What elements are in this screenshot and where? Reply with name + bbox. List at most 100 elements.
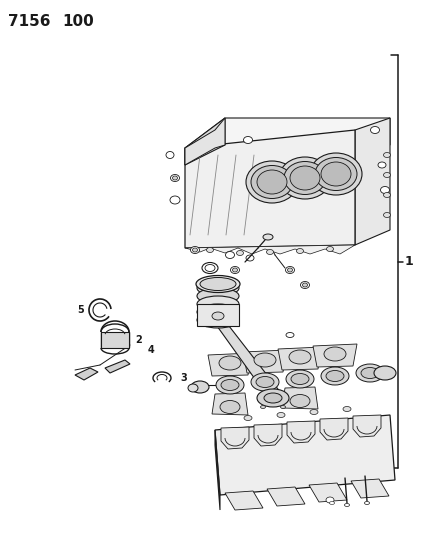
Text: 3: 3 [180, 373, 187, 383]
Ellipse shape [226, 252, 235, 259]
Ellipse shape [219, 356, 241, 370]
Polygon shape [254, 424, 282, 446]
Ellipse shape [343, 407, 351, 411]
Ellipse shape [279, 157, 331, 199]
Ellipse shape [310, 409, 318, 415]
Text: 1: 1 [405, 255, 414, 268]
Text: 2: 2 [135, 335, 142, 345]
Polygon shape [185, 245, 355, 254]
Polygon shape [185, 118, 390, 148]
Ellipse shape [246, 255, 254, 261]
Ellipse shape [315, 157, 357, 190]
Ellipse shape [244, 416, 252, 421]
Ellipse shape [326, 246, 333, 252]
Ellipse shape [188, 384, 198, 392]
Ellipse shape [236, 251, 244, 255]
Ellipse shape [263, 234, 273, 240]
Ellipse shape [381, 187, 390, 193]
Ellipse shape [212, 312, 224, 320]
Ellipse shape [291, 374, 309, 384]
Ellipse shape [286, 266, 294, 273]
Ellipse shape [254, 353, 276, 367]
Ellipse shape [264, 393, 282, 403]
Ellipse shape [166, 151, 174, 158]
Ellipse shape [289, 350, 311, 364]
Text: 7156: 7156 [8, 14, 51, 29]
Ellipse shape [378, 162, 386, 168]
Text: 100: 100 [62, 14, 94, 29]
Ellipse shape [310, 153, 362, 195]
Ellipse shape [356, 364, 384, 382]
Polygon shape [282, 387, 318, 409]
Ellipse shape [197, 296, 239, 312]
Polygon shape [215, 415, 395, 495]
Polygon shape [217, 326, 281, 393]
Ellipse shape [190, 246, 199, 254]
Ellipse shape [251, 166, 293, 198]
Ellipse shape [374, 366, 396, 380]
Ellipse shape [286, 370, 314, 388]
Polygon shape [221, 427, 249, 449]
Ellipse shape [300, 281, 309, 288]
Ellipse shape [296, 248, 303, 254]
Ellipse shape [302, 283, 308, 287]
Text: 4: 4 [148, 345, 155, 355]
Ellipse shape [170, 196, 180, 204]
Ellipse shape [287, 268, 293, 272]
Ellipse shape [196, 276, 240, 293]
Polygon shape [309, 483, 347, 502]
Ellipse shape [290, 166, 320, 190]
Ellipse shape [286, 333, 294, 337]
Ellipse shape [206, 247, 214, 253]
Text: 5: 5 [77, 305, 84, 315]
Polygon shape [278, 347, 322, 370]
Ellipse shape [290, 394, 310, 408]
Polygon shape [267, 487, 305, 506]
Polygon shape [105, 360, 130, 373]
Ellipse shape [200, 278, 236, 290]
Ellipse shape [266, 249, 274, 254]
Polygon shape [197, 304, 239, 326]
Ellipse shape [321, 367, 349, 385]
Polygon shape [75, 368, 98, 380]
Ellipse shape [344, 504, 350, 506]
Ellipse shape [205, 264, 215, 271]
Polygon shape [351, 479, 389, 498]
Ellipse shape [244, 136, 253, 143]
Ellipse shape [230, 266, 239, 273]
Ellipse shape [220, 400, 240, 414]
Ellipse shape [384, 173, 390, 177]
Ellipse shape [326, 497, 334, 503]
Polygon shape [185, 118, 225, 165]
Ellipse shape [197, 312, 239, 328]
Polygon shape [225, 491, 263, 510]
Polygon shape [185, 130, 355, 248]
Ellipse shape [172, 176, 178, 180]
Polygon shape [185, 118, 225, 165]
Ellipse shape [384, 213, 390, 217]
Polygon shape [355, 118, 390, 245]
Polygon shape [287, 421, 315, 443]
Polygon shape [215, 430, 220, 510]
Ellipse shape [384, 152, 390, 157]
Ellipse shape [365, 502, 369, 505]
Ellipse shape [197, 304, 239, 320]
Polygon shape [243, 350, 287, 373]
Ellipse shape [233, 268, 238, 272]
Polygon shape [101, 332, 129, 348]
Ellipse shape [281, 406, 286, 408]
Ellipse shape [197, 280, 239, 296]
Ellipse shape [246, 161, 298, 203]
Ellipse shape [197, 288, 239, 304]
Ellipse shape [361, 367, 379, 378]
Ellipse shape [216, 376, 244, 394]
Ellipse shape [324, 347, 346, 361]
Polygon shape [320, 418, 348, 440]
Ellipse shape [257, 389, 289, 407]
Ellipse shape [326, 370, 344, 382]
Ellipse shape [329, 502, 335, 505]
Ellipse shape [321, 162, 351, 186]
Ellipse shape [256, 376, 274, 387]
Polygon shape [208, 353, 252, 376]
Ellipse shape [191, 381, 209, 393]
